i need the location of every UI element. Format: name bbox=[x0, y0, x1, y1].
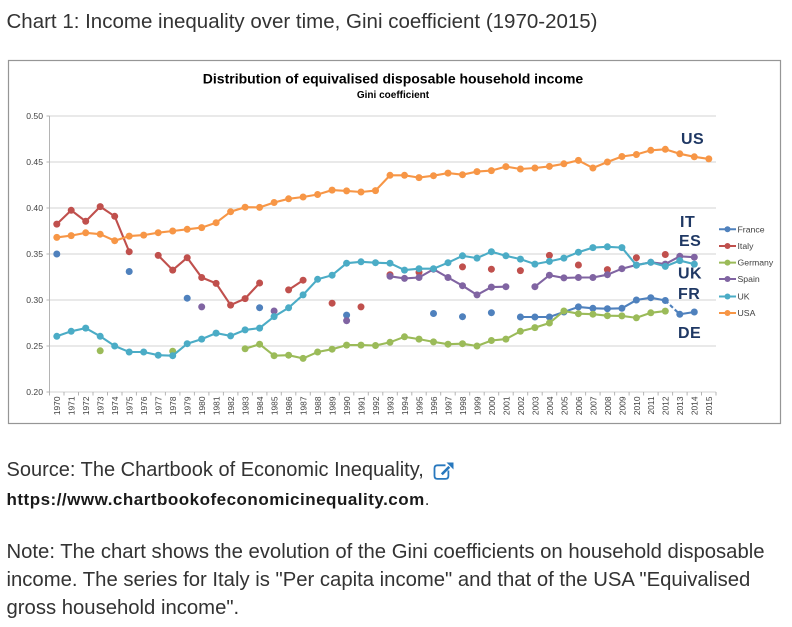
svg-text:1973: 1973 bbox=[96, 396, 106, 415]
svg-text:1971: 1971 bbox=[67, 396, 77, 415]
svg-text:0.25: 0.25 bbox=[26, 341, 43, 351]
svg-text:Gini coefficient: Gini coefficient bbox=[357, 90, 430, 101]
svg-text:Distribution of equivalised di: Distribution of equivalised disposable h… bbox=[203, 71, 584, 87]
svg-text:IT: IT bbox=[680, 214, 695, 231]
svg-text:0.35: 0.35 bbox=[26, 249, 43, 259]
svg-text:1988: 1988 bbox=[313, 396, 323, 415]
svg-text:2015: 2015 bbox=[704, 396, 714, 415]
svg-text:2002: 2002 bbox=[516, 396, 526, 415]
svg-text:1994: 1994 bbox=[400, 396, 410, 415]
svg-text:1991: 1991 bbox=[356, 396, 366, 415]
svg-text:1984: 1984 bbox=[255, 396, 265, 415]
svg-text:US: US bbox=[681, 131, 704, 148]
svg-text:FR: FR bbox=[678, 286, 700, 303]
svg-text:0.30: 0.30 bbox=[26, 295, 43, 305]
svg-text:Spain: Spain bbox=[738, 274, 760, 284]
svg-text:1985: 1985 bbox=[270, 396, 280, 415]
svg-text:1972: 1972 bbox=[81, 396, 91, 415]
svg-text:France: France bbox=[738, 224, 765, 234]
svg-text:2011: 2011 bbox=[646, 396, 656, 414]
svg-text:2000: 2000 bbox=[487, 396, 497, 415]
svg-text:0.50: 0.50 bbox=[26, 111, 43, 121]
svg-text:1992: 1992 bbox=[371, 396, 381, 415]
svg-text:1993: 1993 bbox=[385, 396, 395, 415]
svg-text:2008: 2008 bbox=[603, 396, 613, 415]
svg-text:1987: 1987 bbox=[299, 396, 309, 415]
svg-text:2012: 2012 bbox=[661, 396, 671, 415]
svg-text:1978: 1978 bbox=[168, 396, 178, 415]
svg-text:1974: 1974 bbox=[110, 396, 120, 415]
svg-text:1999: 1999 bbox=[472, 396, 482, 415]
svg-text:1983: 1983 bbox=[241, 396, 251, 415]
svg-text:2005: 2005 bbox=[559, 396, 569, 415]
svg-text:2013: 2013 bbox=[675, 396, 685, 415]
svg-text:Germany: Germany bbox=[738, 258, 774, 268]
svg-text:2014: 2014 bbox=[690, 396, 700, 415]
svg-text:1979: 1979 bbox=[183, 396, 193, 415]
svg-text:ES: ES bbox=[679, 233, 701, 250]
svg-text:USA: USA bbox=[738, 308, 756, 318]
svg-text:1990: 1990 bbox=[342, 396, 352, 415]
svg-text:0.40: 0.40 bbox=[26, 203, 43, 213]
svg-text:1996: 1996 bbox=[429, 396, 439, 415]
svg-text:DE: DE bbox=[678, 325, 701, 342]
svg-text:0.45: 0.45 bbox=[26, 157, 43, 167]
svg-text:2009: 2009 bbox=[617, 396, 627, 415]
svg-text:1976: 1976 bbox=[139, 396, 149, 415]
svg-text:1970: 1970 bbox=[52, 396, 62, 415]
svg-text:2006: 2006 bbox=[574, 396, 584, 415]
svg-text:1995: 1995 bbox=[414, 396, 424, 415]
svg-text:2003: 2003 bbox=[530, 396, 540, 415]
svg-text:2004: 2004 bbox=[545, 396, 555, 415]
svg-text:1998: 1998 bbox=[458, 396, 468, 415]
svg-text:1989: 1989 bbox=[328, 396, 338, 415]
svg-text:1977: 1977 bbox=[154, 396, 164, 415]
svg-text:2010: 2010 bbox=[632, 396, 642, 415]
svg-text:2007: 2007 bbox=[588, 396, 598, 415]
svg-text:1997: 1997 bbox=[443, 396, 453, 415]
svg-text:UK: UK bbox=[678, 266, 702, 283]
svg-text:1982: 1982 bbox=[226, 396, 236, 415]
svg-text:2001: 2001 bbox=[501, 396, 511, 415]
svg-text:1975: 1975 bbox=[125, 396, 135, 415]
svg-text:1980: 1980 bbox=[197, 396, 207, 415]
svg-text:0.20: 0.20 bbox=[26, 387, 43, 397]
svg-text:1986: 1986 bbox=[284, 396, 294, 415]
svg-text:UK: UK bbox=[738, 292, 750, 302]
svg-text:Italy: Italy bbox=[738, 241, 755, 251]
svg-text:1981: 1981 bbox=[212, 396, 222, 415]
